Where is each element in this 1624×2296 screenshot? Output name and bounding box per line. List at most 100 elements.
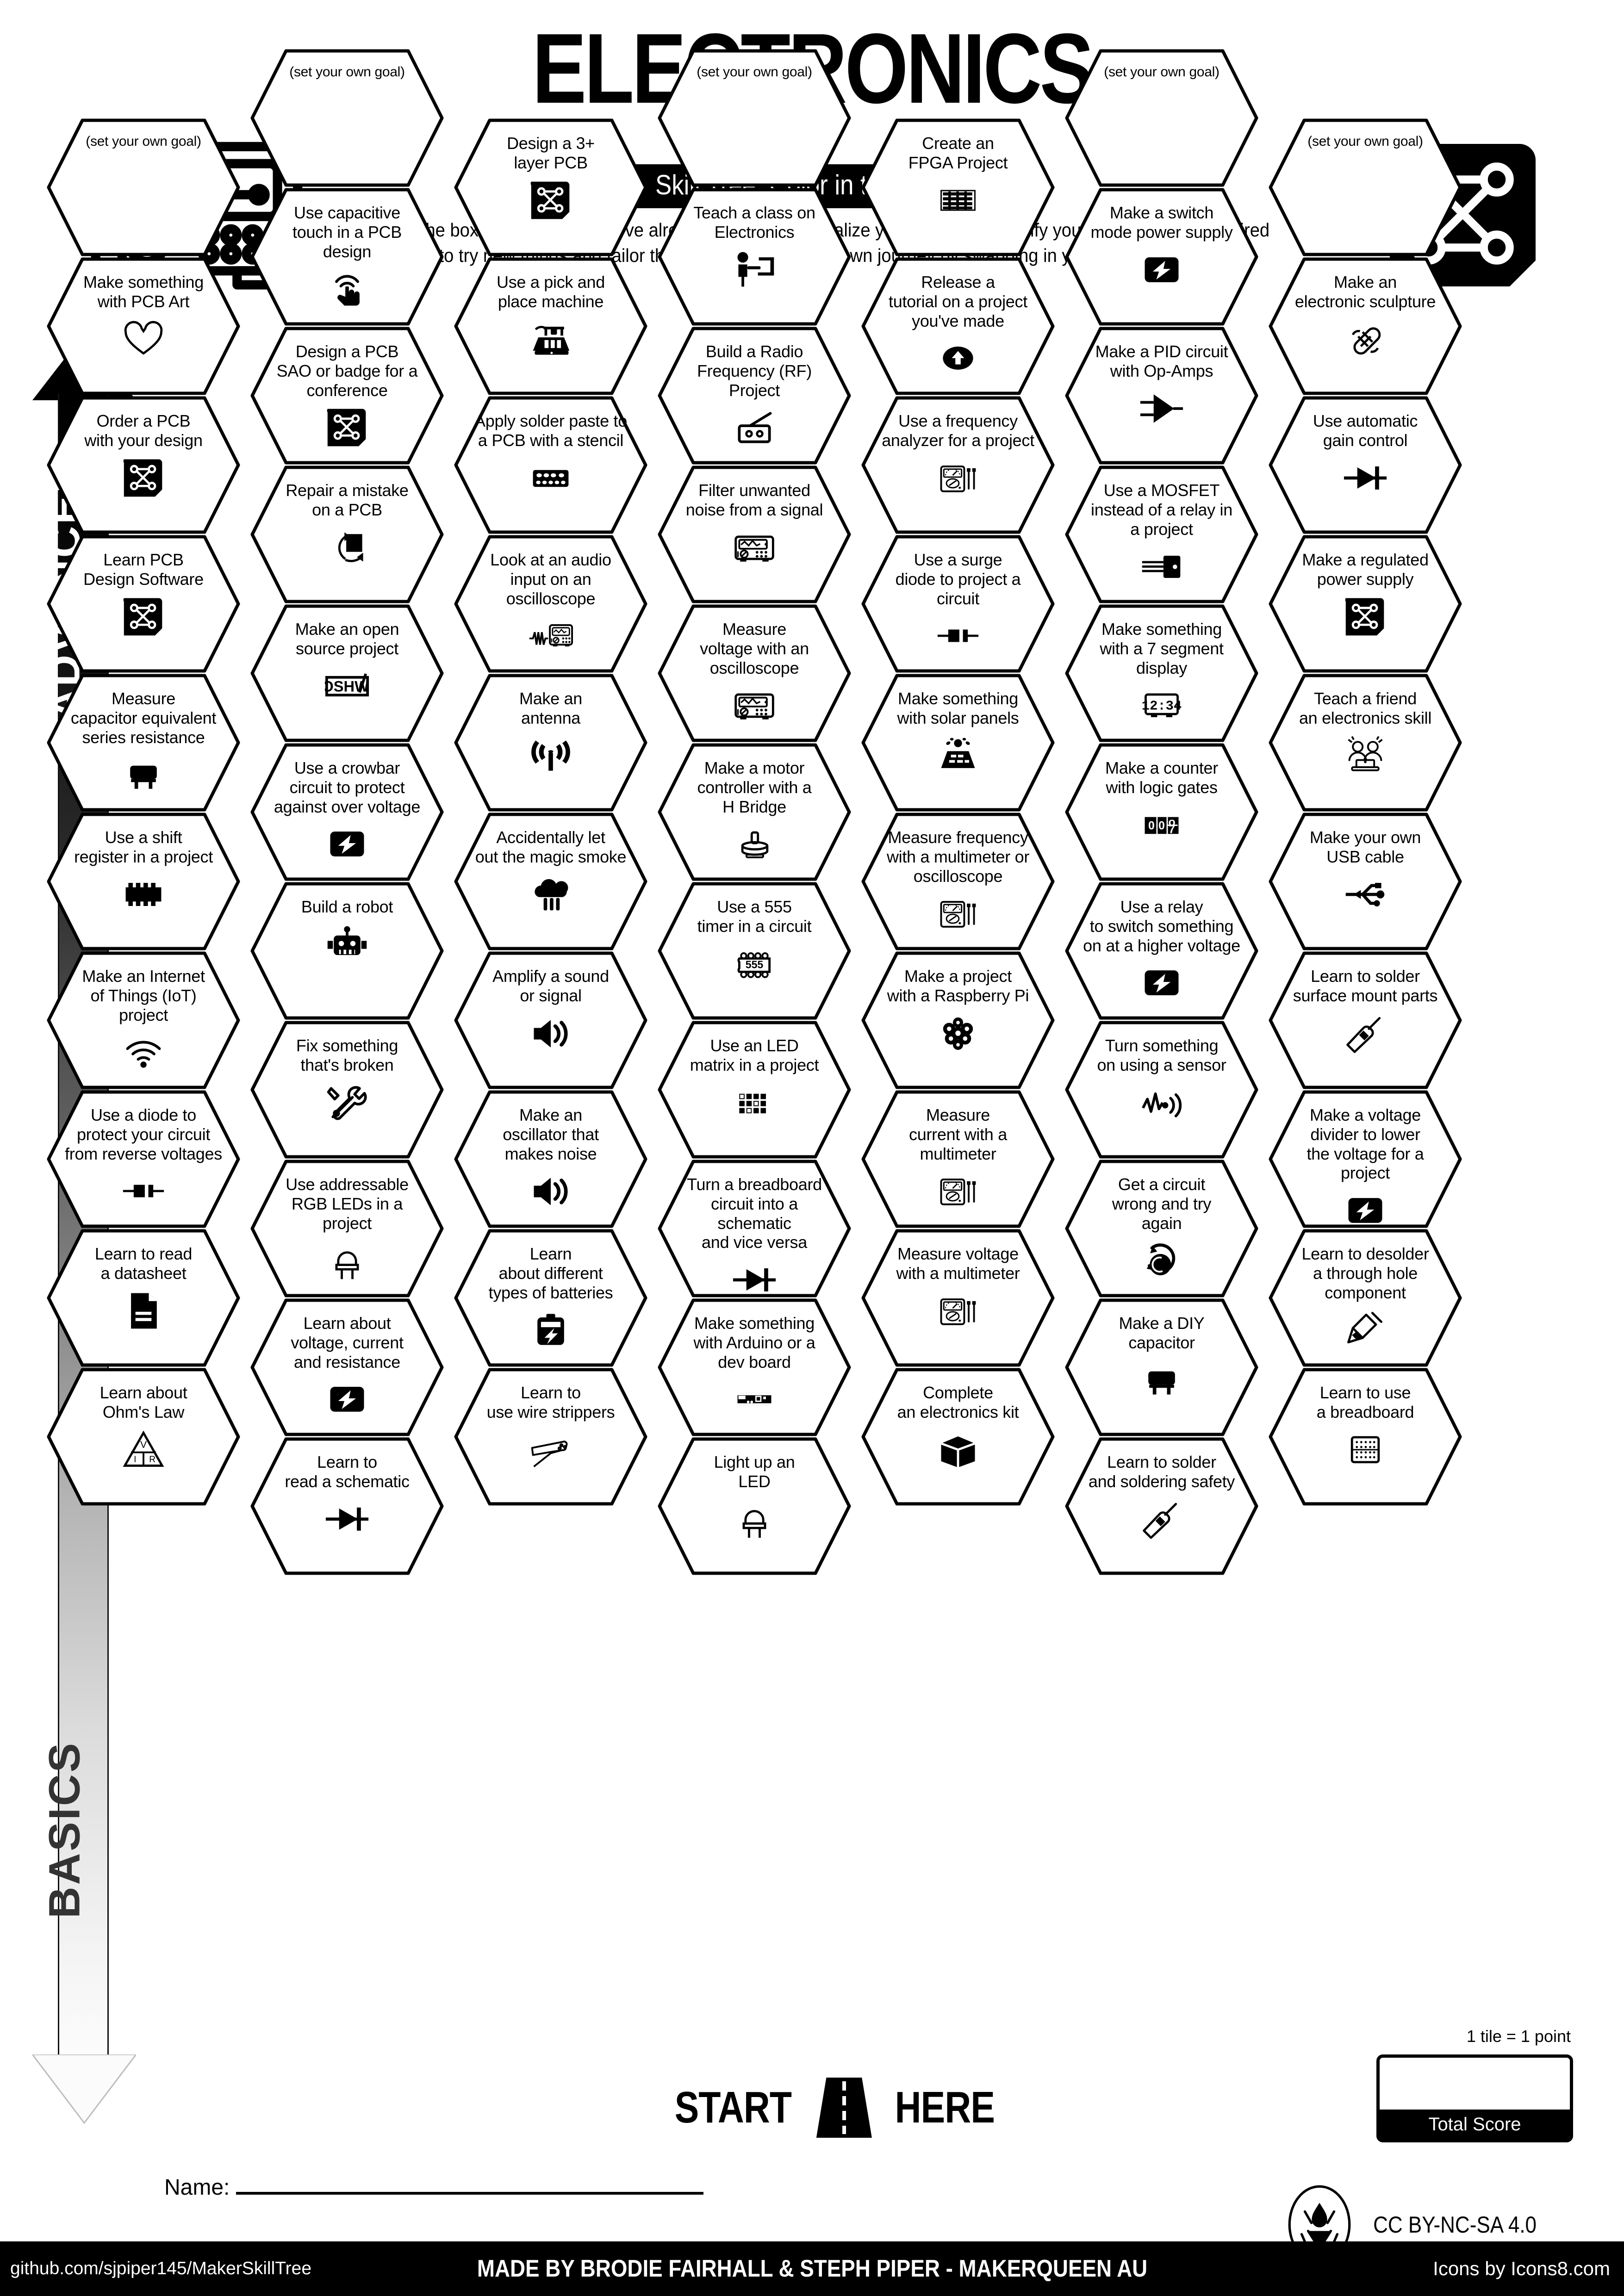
skill-tile[interactable]: Make a DIY capacitor [1064,1298,1259,1437]
skill-tile[interactable]: Get a circuit wrong and try again [1064,1159,1259,1298]
skill-tile-content: Make a counter with logic gates 0 0 o 7 [1080,743,1243,881]
skill-tile-content: Use a crowbar circuit to protect against o… [266,743,429,881]
opamp-icon [1139,386,1184,431]
here-word: HERE [895,2083,995,2132]
skill-tile[interactable]: Learn to solder and soldering safety [1064,1437,1259,1576]
skill-tile[interactable]: Use a diode to protect your circuit from r… [46,1090,241,1229]
skill-tile[interactable]: Teach a friend an electronics skill [1268,673,1462,812]
skill-tile[interactable]: Measure voltage with an oscilloscope [657,604,852,743]
skill-tile[interactable]: Use a MOSFET instead of a relay in a proje… [1064,465,1259,604]
skill-tile-content: Learn about voltage, current and resistanc… [266,1298,429,1437]
name-field[interactable]: Name: [164,2175,704,2200]
skill-tile[interactable]: Learn to desolder a through hole component [1268,1229,1462,1367]
skill-tile[interactable]: Make a voltage divider to lower the voltag… [1268,1090,1462,1229]
svg-text:0: 0 [1158,819,1165,832]
skill-tile[interactable]: Use a relay to switch something on at a hi… [1064,881,1259,1020]
skill-tile[interactable]: Amplify a sound or signal [454,951,648,1090]
capacitor-icon [1139,1358,1184,1402]
skill-tile[interactable]: Look at an audio input on an oscilloscope [454,534,648,673]
skill-tile[interactable]: Use a shift register in a project [46,812,241,951]
skill-tile[interactable]: Make an open source project OSHW [250,604,444,743]
skill-tile-content: (set your own goal) [62,118,225,257]
skill-tile[interactable]: Make an antenna [454,673,648,812]
skill-tile-label: Teach a class on Electronics [693,203,815,242]
skill-tile[interactable]: Learn about voltage, current and resistanc… [250,1298,444,1437]
footer-credits: MADE BY BRODIE FAIRHALL & STEPH PIPER - … [431,2255,1193,2283]
skill-tile[interactable]: Make an Internet of Things (IoT) project [46,951,241,1090]
skill-tile[interactable]: Light up an LED [657,1437,852,1576]
skill-tile[interactable]: Use capacitive touch in a PCB design [250,187,444,326]
skill-tile-label: Make an electronic sculpture [1294,273,1436,311]
skill-tile[interactable]: Use a 555 timer in a circuit 555 [657,881,852,1020]
skill-tile[interactable]: Make something with Arduino or a dev board [657,1298,852,1437]
skill-tile[interactable]: Make an electronic sculpture [1268,257,1462,396]
skill-tile[interactable]: Learn to read a datasheet [46,1229,241,1367]
skill-tile[interactable]: Fix something that's broken [250,1020,444,1159]
skill-tile[interactable]: Accidentally let out the magic smoke [454,812,648,951]
skill-tile[interactable]: Build a robot [250,881,444,1020]
skill-tile-content: Use automatic gain control [1284,396,1447,534]
skill-tile-label: Make an antenna [519,689,582,727]
skill-tile[interactable]: (set your own goal) [1268,118,1462,257]
skill-tile[interactable]: Make a PID circuit with Op-Amps [1064,326,1259,465]
skill-tile[interactable]: (set your own goal) [46,118,241,257]
start-word: START [674,2083,792,2132]
skill-tile[interactable]: Learn about Ohm's Law V I R [46,1367,241,1506]
skill-tile[interactable]: Learn to read a schematic [250,1437,444,1576]
skill-tile[interactable]: Release a tutorial on a project you've mad… [861,257,1055,396]
skill-tile[interactable]: Create an FPGA Project [861,118,1055,257]
skill-tile[interactable]: Use addressable RGB LEDs in a project [250,1159,444,1298]
skill-tile[interactable]: (set your own goal) [250,49,444,187]
skill-tile[interactable]: (set your own goal) [657,49,852,187]
skill-tile[interactable]: Build a Radio Frequency (RF) Project [657,326,852,465]
skill-tile[interactable]: Turn something on using a sensor [1064,1020,1259,1159]
pcb-icon [121,595,166,639]
skill-tile[interactable]: Use an LED matrix in a project [657,1020,852,1159]
skill-tile[interactable]: Use a surge diode to project a circuit [861,534,1055,673]
skill-tile[interactable]: Make something with a 7 segment display 12:… [1064,604,1259,743]
skill-tile[interactable]: Use automatic gain control [1268,396,1462,534]
skill-tile[interactable]: Make a regulated power supply [1268,534,1462,673]
hexagon-outline [658,465,851,603]
skill-tile[interactable]: Filter unwanted noise from a signal [657,465,852,604]
skill-tile[interactable]: Make an oscillator that makes noise [454,1090,648,1229]
skill-tile[interactable]: Measure voltage with a multimeter [861,1229,1055,1367]
skill-tile[interactable]: Make a project with a Raspberry Pi [861,951,1055,1090]
skill-tile[interactable]: Design a 3+ layer PCB [454,118,648,257]
skill-tile[interactable]: Make a switch mode power supply [1064,187,1259,326]
road-icon [816,2078,872,2138]
hexagon-outline [658,49,851,187]
skill-tile[interactable]: Order a PCB with your design [46,396,241,534]
skill-tile[interactable]: Learn about different types of batteries [454,1229,648,1367]
total-score-box[interactable]: Total Score [1376,2054,1573,2142]
skill-tile[interactable]: Make something with solar panels [861,673,1055,812]
skill-tile[interactable]: Measure frequency with a multimeter or osc… [861,812,1055,951]
skill-tile-content: Apply solder paste to a PCB with a stenci… [469,396,632,534]
stencil-icon [529,456,573,500]
name-input-rule[interactable] [236,2192,704,2195]
skill-tile[interactable]: Repair a mistake on a PCB [250,465,444,604]
skill-tile[interactable]: Turn a breadboard circuit into a schemati… [657,1159,852,1298]
skill-tile[interactable]: Measure capacitor equivalent series resist… [46,673,241,812]
hexagon-outline [250,327,444,465]
skill-tile[interactable]: (set your own goal) [1064,49,1259,187]
skill-tile[interactable]: Make a counter with logic gates 0 0 o 7 [1064,743,1259,881]
skill-tile[interactable]: Make your own USB cable [1268,812,1462,951]
skill-tile[interactable]: Measure current with a multimeter [861,1090,1055,1229]
skill-tile[interactable]: Use a frequency analyzer for a project [861,396,1055,534]
skill-tile[interactable]: Learn to use a breadboard [1268,1367,1462,1506]
skill-tile[interactable]: Learn to use wire strippers [454,1367,648,1506]
footer-repo-link[interactable]: github.com/sjpiper145/MakerSkillTree [10,2259,312,2278]
skill-tile[interactable]: Use a pick and place machine [454,257,648,396]
skill-tile[interactable]: Make something with PCB Art [46,257,241,396]
skill-tile[interactable]: Learn to solder surface mount parts [1268,951,1462,1090]
skill-tile[interactable]: Teach a class on Electronics [657,187,852,326]
skill-tile[interactable]: Design a PCB SAO or badge for a conference [250,326,444,465]
skill-tile[interactable]: Complete an electronics kit [861,1367,1055,1506]
hexagon-outline [454,1090,647,1228]
hexagon-outline [1065,1160,1258,1297]
skill-tile[interactable]: Apply solder paste to a PCB with a stenci… [454,396,648,534]
skill-tile[interactable]: Use a crowbar circuit to protect against o… [250,743,444,881]
skill-tile[interactable]: Learn PCB Design Software [46,534,241,673]
